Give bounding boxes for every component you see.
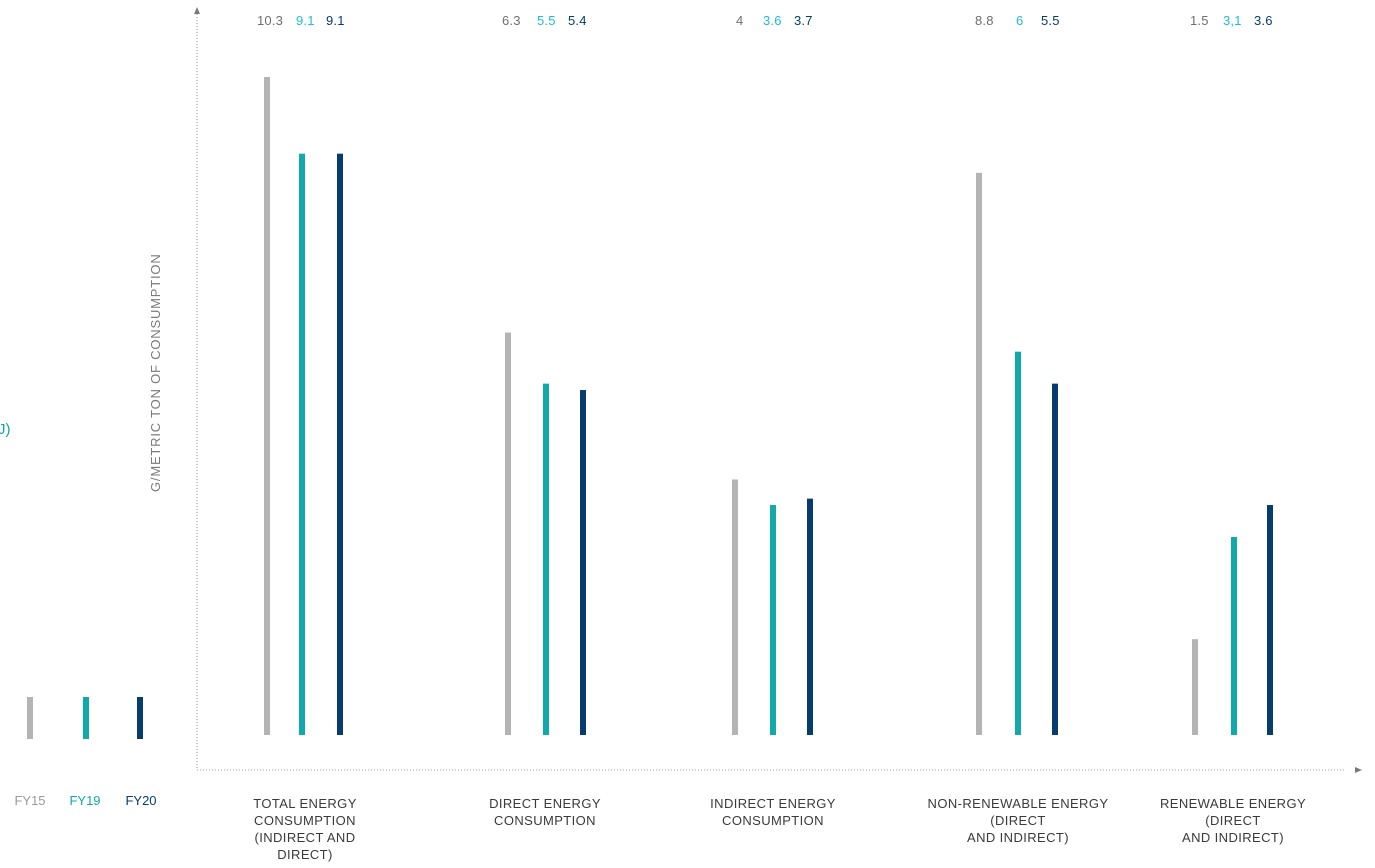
legend-label-fy20: FY20 [125,793,156,808]
y-axis-arrow [194,7,200,14]
value-label-fy20-cat2: 5.4 [568,13,587,28]
bar-fy15-cat1 [264,77,270,735]
bar-fy19-cat4 [1015,351,1021,735]
x-axis-arrow [1355,767,1362,773]
y-axis-label: G/METRIC TON OF CONSUMPTION [148,253,163,492]
value-label-fy20-cat4: 5.5 [1041,13,1060,28]
bar-fy20-cat1 [337,153,343,736]
bar-fy19-cat2 [543,383,549,735]
bar-fy20-cat5 [1267,505,1273,735]
value-label-fy15-cat1: 10.3 [257,13,283,28]
bar-fy20-cat3 [807,498,813,735]
bar-fy15-cat2 [505,332,511,735]
category-label-5: RENEWABLE ENERGY (DIRECT AND INDIRECT) [1160,796,1306,845]
value-label-fy15-cat3: 4 [736,13,743,28]
legend-swatch-fy19 [83,697,89,739]
category-label-4: NON-RENEWABLE ENERGY (DIRECT AND INDIRECT) [928,796,1109,845]
value-label-fy20-cat5: 3.6 [1254,13,1273,28]
category-label-1: TOTAL ENERGY CONSUMPTION (INDIRECT AND DIRE… [253,796,357,862]
bar-fy19-cat3 [770,505,776,735]
value-label-fy15-cat4: 8.8 [975,13,994,28]
bar-fy19-cat5 [1231,536,1237,735]
category-label-3: INDIRECT ENERGY CONSUMPTION [710,796,836,828]
value-label-fy19-cat4: 6 [1016,13,1023,28]
bar-fy19-cat1 [299,153,305,736]
value-label-fy19-cat5: 3,1 [1223,13,1242,28]
value-label-fy19-cat3: 3.6 [763,13,782,28]
value-label-fy15-cat2: 6.3 [502,13,521,28]
value-label-fy20-cat3: 3.7 [794,13,813,28]
cropped-title-fragment: J) [0,421,11,438]
legend-label-fy19: FY19 [69,793,100,808]
bar-fy15-cat3 [732,479,738,735]
legend-swatch-fy20 [137,697,143,739]
bar-fy20-cat4 [1052,383,1058,735]
bar-fy15-cat4 [976,172,982,735]
bar-fy20-cat2 [580,390,586,735]
value-label-fy19-cat1: 9.1 [296,13,315,28]
legend-label-fy15: FY15 [14,793,45,808]
legend-swatch-fy15 [27,697,33,739]
bar-fy15-cat5 [1192,639,1198,735]
category-label-2: DIRECT ENERGY CONSUMPTION [489,796,601,828]
value-label-fy20-cat1: 9.1 [326,13,345,28]
value-label-fy15-cat5: 1.5 [1190,13,1209,28]
value-label-fy19-cat2: 5.5 [537,13,556,28]
